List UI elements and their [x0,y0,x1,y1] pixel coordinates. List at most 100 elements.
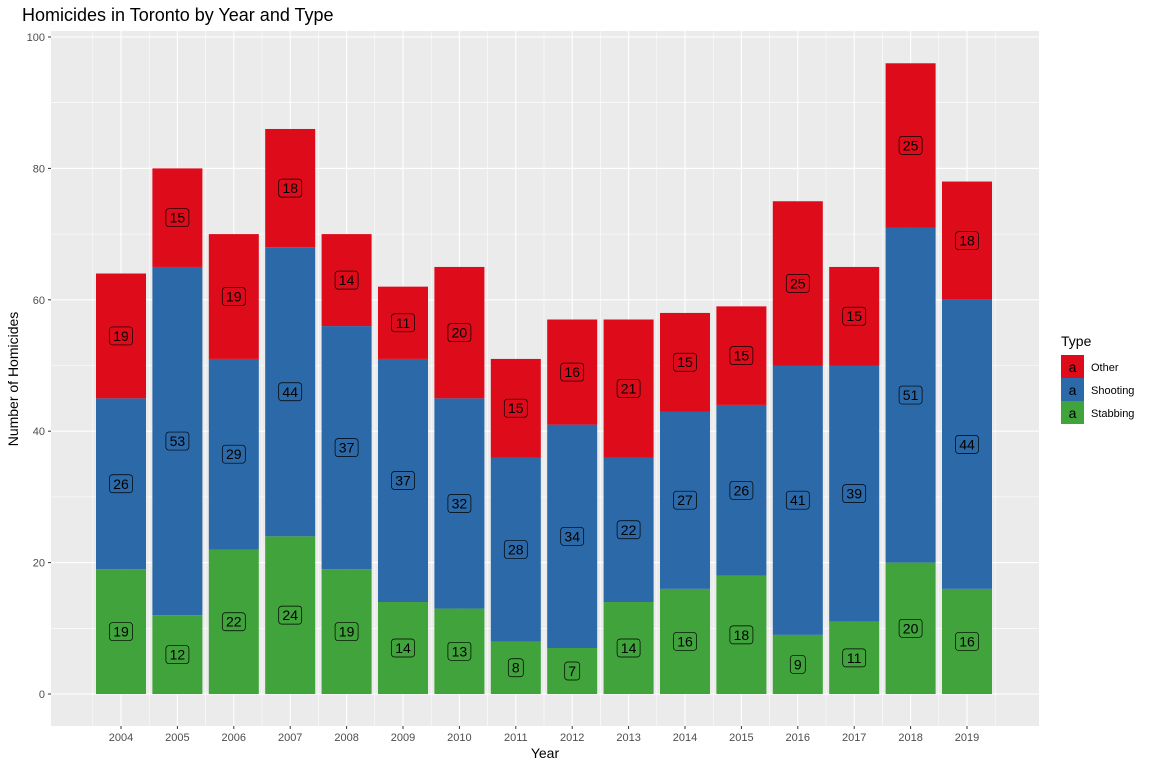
bar-segment-other [603,319,654,458]
data-label-box [789,655,806,674]
data-label-box [278,605,303,625]
data-label-box [955,434,979,454]
data-label-box [391,313,415,333]
data-label: 18 [959,233,975,249]
data-label-box [165,431,190,451]
data-label: 15 [170,210,186,226]
x-tick-label: 2006 [222,732,246,744]
data-label-box [503,398,528,418]
data-label: 26 [113,476,129,492]
data-label-box [729,480,754,500]
data-label: 44 [959,436,975,452]
data-label: 37 [339,440,355,456]
data-label-box [334,622,359,641]
data-label: 13 [452,643,468,659]
x-axis: 2004 2005 2006 2007 2008 2009 2010 2011 2012 2013… [109,726,979,744]
data-label-box [391,471,415,490]
data-label-box [898,385,923,405]
data-label-box [334,438,359,457]
data-label: 25 [903,137,919,153]
bar-segment-stabbing [152,615,203,694]
y-tick-label: 0 [39,689,45,701]
data-label: 18 [734,627,750,643]
data-label: 22 [621,522,637,538]
data-label-box [221,612,246,632]
legend-label-stabbing: Stabbing [1091,408,1134,420]
data-label-box [109,622,133,641]
data-label-box [109,326,133,346]
bar-segment-stabbing [96,569,146,694]
bar-segment-other [96,273,146,399]
data-label: 11 [847,650,862,666]
bar-segment-stabbing [772,634,823,694]
data-label: 15 [508,400,524,416]
data-label: 11 [396,315,411,331]
data-label: 16 [564,364,580,380]
data-label-box [560,526,585,546]
data-label: 14 [339,272,355,288]
data-label: 44 [282,384,298,400]
data-label-box [391,638,415,658]
bar-segment-other [547,319,598,425]
bar-segment-shooting [152,266,203,616]
data-label: 51 [903,387,919,403]
data-label-box [447,494,472,513]
data-label: 29 [226,446,242,462]
x-axis-title: Year [531,745,560,761]
bar-segment-shooting [716,404,767,576]
x-tick-label: 2017 [842,732,866,744]
data-label-box [785,490,810,510]
data-label-box [165,645,190,664]
bar-segment-shooting [772,365,823,635]
bar-segment-other [152,168,203,267]
data-label-box [729,625,754,645]
bar-segment-other [772,201,823,366]
data-label: 19 [226,289,242,305]
data-label-box [955,632,979,651]
bar-segment-stabbing [208,549,259,694]
data-label: 26 [734,482,750,498]
data-label: 19 [113,328,129,344]
data-label: 16 [677,633,693,649]
bar-segment-other [490,358,541,458]
data-label-box [503,540,528,559]
data-label: 20 [903,620,919,636]
y-axis-title: Number of Homicides [5,312,21,447]
bar-segment-stabbing [378,602,428,694]
data-label-box [842,484,867,503]
x-tick-label: 2010 [447,732,471,744]
x-tick-label: 2014 [673,732,697,744]
data-label: 21 [621,380,637,396]
bar-segment-other [208,234,259,359]
data-label-box [278,382,303,402]
bar-segment-shooting [547,424,598,649]
data-label: 27 [677,492,693,508]
bar-segment-other [434,266,485,399]
data-label: 37 [395,472,411,488]
bar-segment-shooting [434,398,485,609]
data-label-box [616,379,641,398]
data-label: 14 [395,640,411,656]
data-label-box [616,520,641,540]
data-label-box [564,661,581,681]
data-label-box [616,638,641,658]
data-label: 34 [564,528,580,544]
data-label: 15 [677,354,693,370]
y-tick-label: 100 [27,32,45,44]
data-label: 28 [508,541,524,557]
data-label: 12 [170,647,186,663]
data-label-box [165,208,190,228]
data-label: 24 [282,607,298,623]
legend-key-glyph: a [1069,359,1077,375]
data-label-box [560,362,585,382]
bar-segment-other [660,312,710,412]
data-label: 39 [846,486,862,502]
data-label-box [109,474,133,494]
chart-title: Homicides in Toronto by Year and Type [22,5,334,25]
bar-segment-shooting [885,227,936,563]
data-label-box [334,270,359,290]
data-label-box [729,346,754,365]
legend-label-other: Other [1091,362,1119,374]
data-label-box [673,490,697,510]
bar-segment-stabbing [547,648,598,694]
